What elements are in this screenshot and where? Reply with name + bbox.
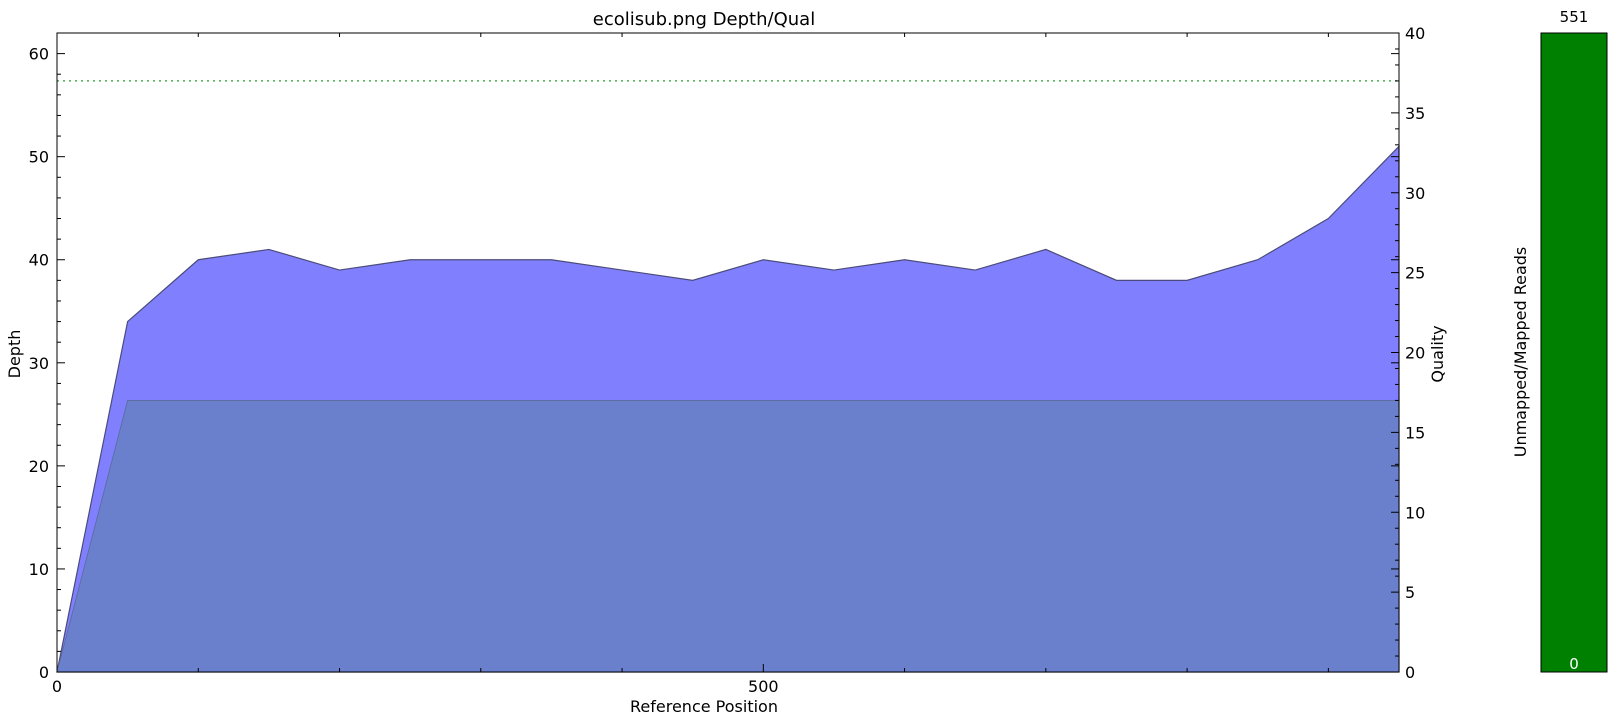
y-tick-label: 20 (29, 457, 49, 476)
y2-tick-label: 25 (1405, 264, 1425, 283)
y-tick-label: 10 (29, 560, 49, 579)
y2-tick-label: 0 (1405, 663, 1415, 682)
bar-top-label: 551 (1560, 8, 1589, 26)
x-axis-label: Reference Position (630, 697, 778, 716)
chart-title: ecolisub.png Depth/Qual (593, 9, 815, 30)
bar-axis-label: Unmapped/Mapped Reads (1511, 247, 1530, 458)
y2-tick-label: 10 (1405, 503, 1425, 522)
y2-tick-label: 40 (1405, 24, 1425, 43)
y2-tick-label: 30 (1405, 184, 1425, 203)
x-tick-label: 500 (748, 677, 779, 696)
y2-tick-label: 20 (1405, 344, 1425, 363)
y-axis-label: Depth (5, 330, 24, 379)
x-tick-label: 0 (52, 677, 62, 696)
y-tick-label: 60 (29, 45, 49, 64)
quality-area (56, 400, 1400, 673)
y2-tick-label: 35 (1405, 104, 1425, 123)
y-tick-label: 40 (29, 251, 49, 270)
mapped-reads-bar (1540, 32, 1608, 673)
y2-axis-label: Quality (1428, 325, 1447, 382)
y-tick-label: 30 (29, 354, 49, 373)
y2-tick-label: 5 (1405, 583, 1415, 602)
bar-bottom-label: 0 (1569, 655, 1579, 673)
axes-group: 0 10 20 30 40 50 60 0 5 10 15 20 25 30 35 40 0 500 (29, 24, 1426, 696)
y-tick-label: 50 (29, 148, 49, 167)
y-tick-label: 0 (39, 663, 49, 682)
y2-tick-label: 15 (1405, 423, 1425, 442)
area-series-group (56, 144, 1400, 673)
